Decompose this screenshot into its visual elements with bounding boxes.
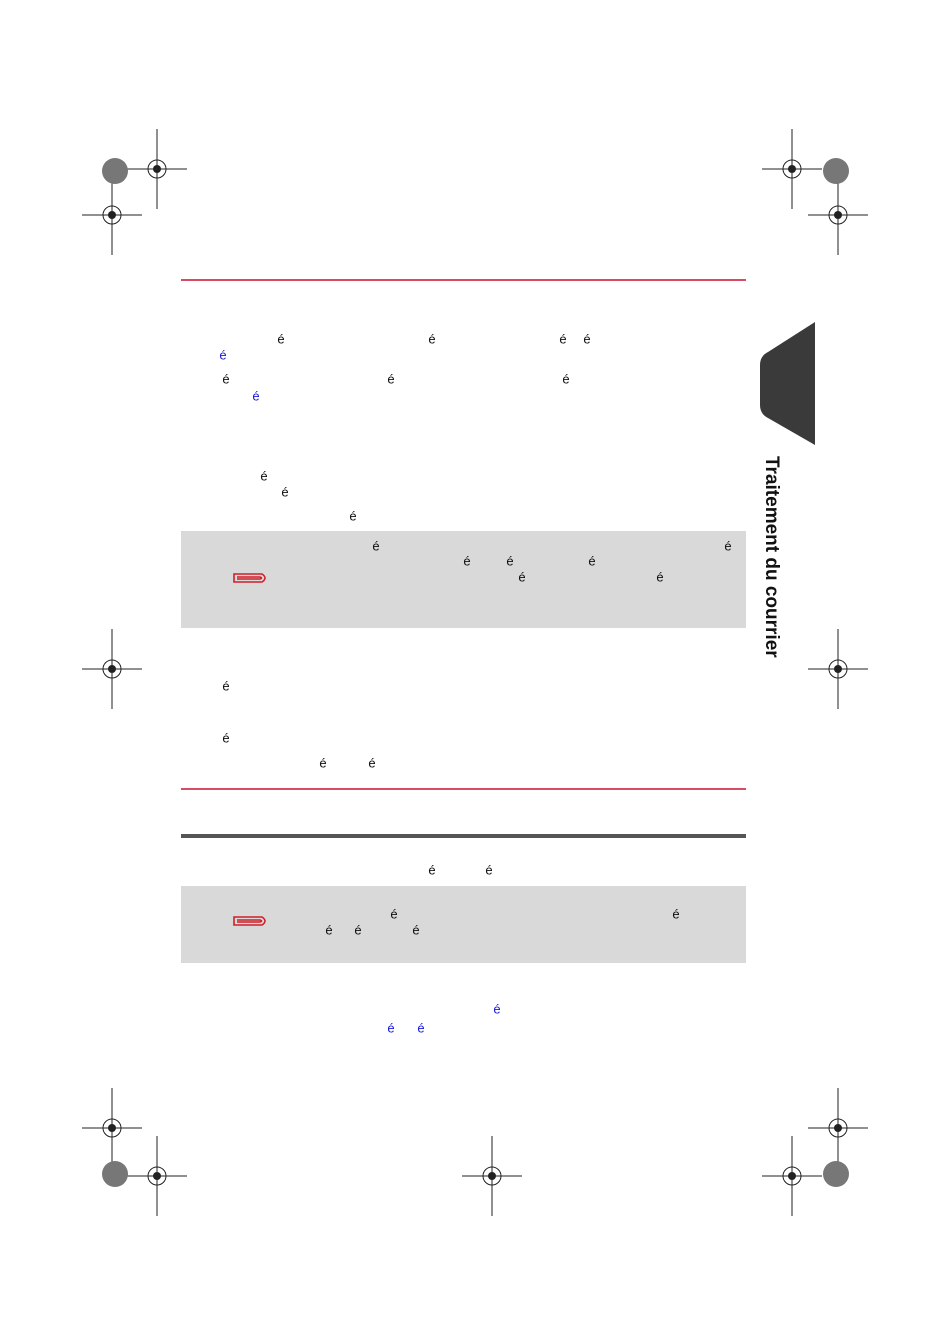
text-glyph: é	[463, 553, 470, 568]
note-icon	[233, 916, 266, 926]
text-glyph: é	[222, 678, 229, 693]
text-glyph: é	[506, 553, 513, 568]
text-glyph: é	[281, 484, 288, 499]
text-glyph: é	[222, 730, 229, 745]
text-glyph: é	[518, 569, 525, 584]
side-tab-label: Traitement du courrier	[761, 456, 782, 658]
text-glyph: é	[277, 331, 284, 346]
text-glyph: é	[656, 569, 663, 584]
crop-circle	[782, 159, 802, 179]
note-icon	[233, 573, 266, 583]
text-glyph: é	[417, 1020, 424, 1035]
text-glyph: é	[562, 371, 569, 386]
crop-circle	[828, 659, 848, 679]
crop-dot	[834, 1124, 842, 1132]
side-tab	[760, 322, 815, 445]
text-glyph: é	[252, 388, 259, 403]
text-glyph: é	[390, 906, 397, 921]
text-glyph: é	[588, 553, 595, 568]
crop-dot	[108, 211, 116, 219]
text-glyph: é	[724, 538, 731, 553]
crop-dot	[834, 211, 842, 219]
text-glyph: é	[260, 468, 267, 483]
text-glyph: é	[428, 862, 435, 877]
text-glyph: é	[672, 906, 679, 921]
text-glyph: é	[428, 331, 435, 346]
crop-circle	[102, 659, 122, 679]
registration-disc	[823, 1161, 849, 1187]
text-glyph: é	[354, 922, 361, 937]
crop-dot	[153, 165, 161, 173]
crop-dot	[108, 665, 116, 673]
text-glyph: é	[493, 1001, 500, 1016]
crop-marks	[82, 129, 868, 1216]
registration-disc	[102, 158, 128, 184]
text-glyph: é	[368, 755, 375, 770]
text-glyph: é	[387, 1020, 394, 1035]
crop-circle	[147, 1166, 167, 1186]
registration-disc	[102, 1161, 128, 1187]
crop-circle	[828, 1118, 848, 1138]
text-glyph: é	[325, 922, 332, 937]
text-glyph: é	[412, 922, 419, 937]
crop-dot	[834, 665, 842, 673]
crop-circle	[102, 1118, 122, 1138]
text-glyph: é	[583, 331, 590, 346]
note-box	[181, 531, 746, 628]
text-glyph: é	[387, 371, 394, 386]
text-glyph: é	[485, 862, 492, 877]
text-glyph: é	[349, 508, 356, 523]
crop-circle	[147, 159, 167, 179]
crop-dot	[488, 1172, 496, 1180]
text-glyph: é	[319, 755, 326, 770]
crop-dot	[788, 1172, 796, 1180]
crop-circle	[828, 205, 848, 225]
text-glyph: é	[219, 347, 226, 362]
crop-dot	[153, 1172, 161, 1180]
crop-dot	[788, 165, 796, 173]
crop-circle	[482, 1166, 502, 1186]
crop-dot	[108, 1124, 116, 1132]
registration-disc	[823, 158, 849, 184]
text-glyph: é	[222, 371, 229, 386]
text-glyph: é	[372, 538, 379, 553]
crop-circle	[102, 205, 122, 225]
note-box	[181, 886, 746, 963]
crop-circle	[782, 1166, 802, 1186]
text-glyph: é	[559, 331, 566, 346]
